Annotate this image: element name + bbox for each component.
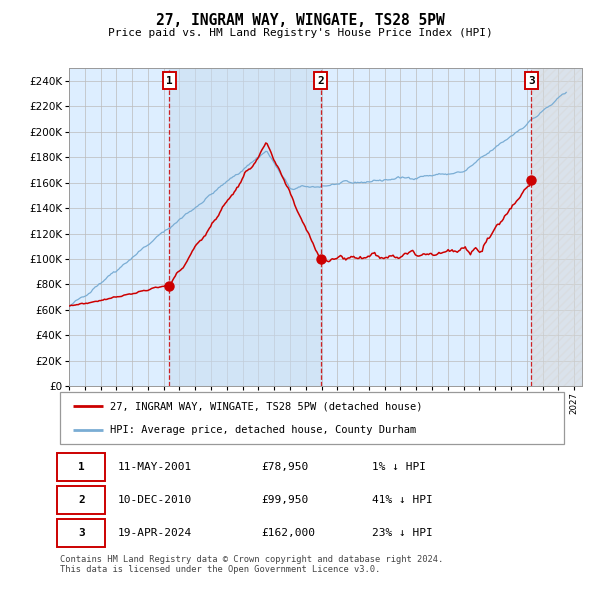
Text: 2: 2 bbox=[78, 495, 85, 505]
Text: 1% ↓ HPI: 1% ↓ HPI bbox=[373, 462, 427, 472]
Text: 3: 3 bbox=[528, 76, 535, 86]
Text: 23% ↓ HPI: 23% ↓ HPI bbox=[373, 528, 433, 538]
FancyBboxPatch shape bbox=[58, 486, 106, 514]
Text: 27, INGRAM WAY, WINGATE, TS28 5PW (detached house): 27, INGRAM WAY, WINGATE, TS28 5PW (detac… bbox=[110, 401, 423, 411]
FancyBboxPatch shape bbox=[58, 453, 106, 481]
Text: 11-MAY-2001: 11-MAY-2001 bbox=[118, 462, 192, 472]
Text: 19-APR-2024: 19-APR-2024 bbox=[118, 528, 192, 538]
Text: Contains HM Land Registry data © Crown copyright and database right 2024.
This d: Contains HM Land Registry data © Crown c… bbox=[60, 555, 443, 574]
Text: 27, INGRAM WAY, WINGATE, TS28 5PW: 27, INGRAM WAY, WINGATE, TS28 5PW bbox=[155, 13, 445, 28]
Text: 2: 2 bbox=[317, 76, 324, 86]
Text: 1: 1 bbox=[166, 76, 173, 86]
Text: £78,950: £78,950 bbox=[262, 462, 309, 472]
Text: £162,000: £162,000 bbox=[262, 528, 316, 538]
Text: 10-DEC-2010: 10-DEC-2010 bbox=[118, 495, 192, 505]
FancyBboxPatch shape bbox=[58, 519, 106, 547]
Text: 41% ↓ HPI: 41% ↓ HPI bbox=[373, 495, 433, 505]
Bar bbox=[532, 68, 582, 386]
Bar bbox=[169, 68, 320, 386]
Text: Price paid vs. HM Land Registry's House Price Index (HPI): Price paid vs. HM Land Registry's House … bbox=[107, 28, 493, 38]
Text: HPI: Average price, detached house, County Durham: HPI: Average price, detached house, Coun… bbox=[110, 425, 416, 435]
Text: 1: 1 bbox=[78, 462, 85, 472]
Text: £99,950: £99,950 bbox=[262, 495, 309, 505]
Text: 3: 3 bbox=[78, 528, 85, 538]
